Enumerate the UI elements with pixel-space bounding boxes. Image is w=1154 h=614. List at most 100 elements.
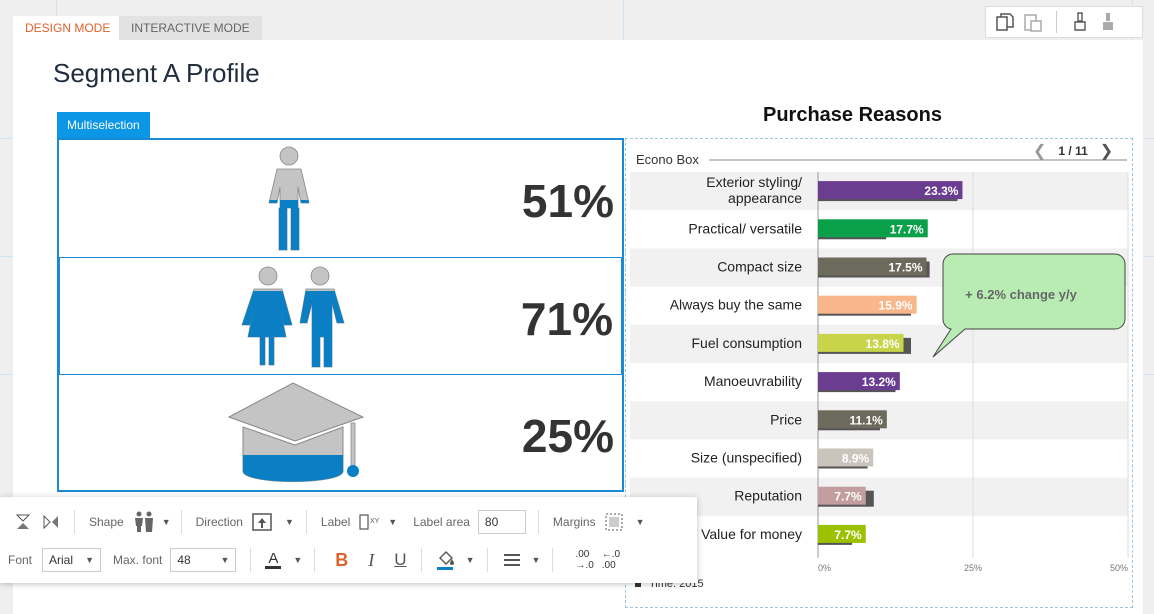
category-label: Always buy the same (670, 297, 802, 313)
font-select-value: Arial (49, 553, 74, 567)
people-shape-icon[interactable] (132, 511, 156, 533)
font-color-dropdown-icon[interactable]: ▼ (293, 555, 303, 565)
bar-value-label: 13.2% (862, 375, 896, 389)
category-label: Reputation (734, 488, 802, 504)
max-font-label: Max. font (113, 553, 163, 567)
category-label: Size (unspecified) (691, 450, 802, 466)
font-color-icon[interactable]: A (265, 551, 282, 569)
bar (818, 524, 866, 543)
legend-marker (635, 581, 641, 587)
profile-widget[interactable]: 51% 71% (57, 138, 624, 492)
shape-label: Shape (89, 515, 124, 529)
x-tick-label: 25% (964, 563, 982, 573)
font-label: Font (8, 553, 33, 567)
profile-value: 25% (521, 410, 614, 462)
label-area-label: Label area (413, 515, 470, 529)
margins-dropdown-icon[interactable]: ▼ (635, 517, 645, 527)
page-title: Segment A Profile (53, 58, 260, 88)
toolbar-separator (74, 510, 75, 534)
bar (818, 257, 927, 276)
toolbar-separator (180, 510, 182, 534)
bar-value-label: 8.9% (842, 452, 870, 466)
toolbar-separator (486, 548, 488, 572)
bar (818, 486, 866, 505)
bar (818, 448, 874, 467)
category-label: Fuel consumption (691, 335, 802, 351)
row-stripe (630, 477, 1128, 516)
direction-label: Direction (195, 515, 243, 529)
category-label: Compact size (717, 259, 802, 275)
margins-icon[interactable] (604, 512, 624, 532)
underline-icon[interactable]: U (394, 550, 407, 569)
toolbar-separator (420, 548, 422, 572)
fill-color-dropdown-icon[interactable]: ▼ (465, 555, 475, 565)
bold-icon[interactable]: B (335, 549, 349, 570)
woman-icon (268, 146, 310, 251)
profile-row[interactable]: 25% (59, 375, 622, 493)
profile-row[interactable]: 51% (59, 140, 622, 258)
bar-value-label: 11.1% (849, 413, 883, 427)
label-dropdown-icon[interactable]: ▼ (388, 517, 398, 527)
category-label: Practical/ versatile (688, 220, 802, 236)
italic-icon[interactable]: I (368, 549, 375, 570)
bar-value-label: 17.5% (888, 261, 922, 275)
svg-text:XY: XY (370, 518, 380, 525)
x-tick-label: 50% (1110, 563, 1128, 573)
flip-horizontal-icon[interactable] (42, 513, 60, 531)
toolbar-separator (314, 548, 316, 572)
paste-icon[interactable] (1022, 11, 1044, 33)
font-select[interactable]: Arial ▼ (42, 548, 102, 572)
tab-interactive-mode[interactable]: INTERACTIVE MODE (119, 16, 262, 40)
max-font-select[interactable]: 48 ▼ (170, 548, 237, 572)
bar-value-label: 7.7% (834, 528, 862, 542)
chart-title: Purchase Reasons (763, 104, 942, 126)
fill-color-icon[interactable] (436, 549, 456, 571)
decrease-decimals-icon[interactable]: ←.0 .00 (601, 549, 621, 571)
prev-page-icon[interactable]: ❮ (1033, 143, 1047, 160)
couple-icon (241, 266, 345, 368)
bar-chart[interactable]: Econo Box 23.3% Exterior styling/appearanc… (625, 138, 1135, 608)
copy-icon[interactable] (994, 11, 1016, 33)
bar-value-label: 13.8% (866, 337, 900, 351)
flip-vertical-icon[interactable] (14, 513, 32, 531)
brush-icon[interactable] (1069, 11, 1091, 33)
bar-value-label: 7.7% (834, 490, 862, 504)
direction-up-icon[interactable] (251, 512, 273, 532)
toolbar-separator (250, 548, 252, 572)
brush-fill-icon[interactable] (1097, 11, 1119, 33)
toolbar-separator (305, 510, 307, 534)
bar-value-label: 17.7% (890, 222, 924, 236)
profile-row[interactable]: 71% (59, 257, 622, 375)
page-indicator: 1 / 11 (1058, 144, 1088, 158)
top-toolbar (985, 6, 1143, 38)
profile-value: 51% (521, 175, 614, 227)
graduation-cap-icon (227, 382, 365, 482)
profile-value: 71% (520, 293, 613, 345)
bar-value-label: 15.9% (879, 299, 913, 313)
chart-frame[interactable] (625, 138, 1133, 608)
line-style-icon[interactable] (502, 551, 522, 569)
toolbar-row: Shape ▼ Direction ▼ Label XY ▼ Label are… (0, 506, 697, 538)
label-area-input[interactable]: 80 (477, 510, 526, 534)
increase-decimals-icon[interactable]: .00 →.0 (575, 549, 594, 571)
label-position-icon[interactable]: XY (358, 513, 382, 531)
line-style-dropdown-icon[interactable]: ▼ (531, 555, 541, 565)
next-page-icon[interactable]: ❯ (1099, 143, 1114, 160)
toolbar-separator (1056, 11, 1057, 33)
callout-label: + 6.2% change y/y (965, 287, 1077, 302)
multiselection-tag[interactable]: Multiselection (57, 112, 150, 138)
bar (818, 372, 900, 391)
bar (818, 410, 887, 429)
bar (818, 219, 928, 238)
label-label: Label (320, 515, 351, 529)
bar (818, 333, 904, 352)
direction-dropdown-icon[interactable]: ▼ (284, 517, 294, 527)
shape-dropdown-icon[interactable]: ▼ (161, 517, 171, 527)
bar (818, 295, 917, 314)
chevron-down-icon: ▼ (220, 555, 230, 565)
margins-label: Margins (552, 515, 596, 529)
toolbar-row: Font Arial ▼ Max. font 48 ▼ A ▼ B I U ▼ ▼ … (0, 544, 697, 576)
tab-design-mode[interactable]: DESIGN MODE (13, 16, 123, 40)
bar (818, 181, 963, 200)
category-label: Price (770, 411, 802, 427)
